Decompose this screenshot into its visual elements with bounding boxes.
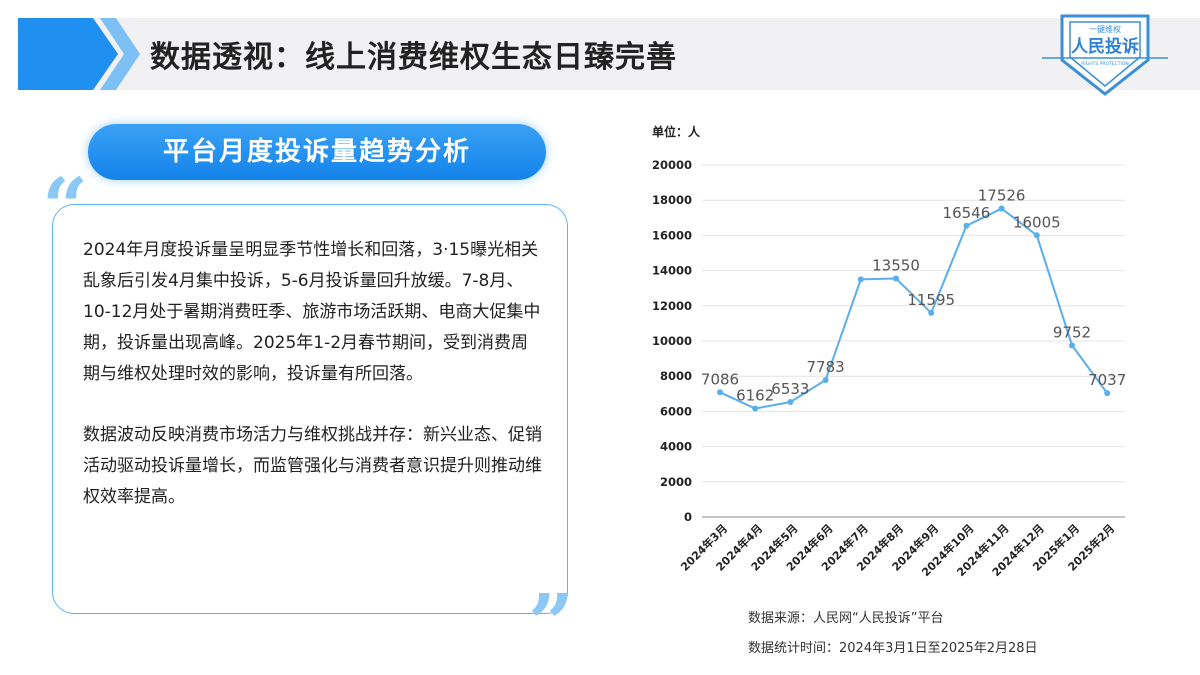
data-period: 数据统计时间：2024年3月1日至2025年2月28日 (748, 641, 1038, 656)
page-title: 数据透视：线上消费维权生态日臻完善 (150, 40, 677, 75)
y-tick-label: 18000 (652, 193, 692, 207)
unit-label: 单位：人 (652, 124, 701, 139)
data-point (717, 389, 723, 396)
summary-box: 2024年月度投诉量呈明显季节性增长和回落，3·15曝光相关乱象后引发4月集中投… (52, 204, 568, 614)
y-tick-label: 0 (684, 510, 692, 524)
data-point (752, 405, 759, 412)
data-point (1033, 232, 1040, 239)
series-line (719, 207, 1109, 410)
data-point (928, 309, 935, 316)
y-tick-label: 2000 (660, 475, 692, 489)
data-label: 6162 (736, 387, 774, 405)
data-label: 7037 (1088, 371, 1126, 389)
data-point (857, 276, 864, 283)
data-point (963, 222, 970, 229)
y-tick-label: 8000 (660, 369, 692, 383)
logo-text: RIGHTS PROTECTION (1081, 61, 1128, 67)
section-title: 平台月度投诉量趋势分析 (88, 124, 546, 180)
data-point (998, 205, 1005, 212)
logo-shield: 一键维权 人民投诉 RIGHTS PROTECTION (1042, 14, 1168, 96)
data-label: 7086 (701, 370, 739, 388)
data-label: 11595 (907, 291, 955, 309)
data-label: 7783 (807, 358, 845, 376)
close-quote-icon: ” (528, 576, 575, 670)
y-tick-label: 20000 (652, 158, 692, 172)
data-point (1069, 342, 1075, 349)
y-tick-label: 6000 (660, 404, 692, 418)
y-tick-label: 4000 (660, 440, 692, 454)
y-tick-label: 10000 (652, 334, 692, 348)
logo-text: 一键维权 (1089, 24, 1121, 34)
data-point (787, 399, 794, 406)
summary-paragraph: 2024年月度投诉量呈明显季节性增长和回落，3·15曝光相关乱象后引发4月集中投… (83, 240, 541, 384)
y-tick-label: 12000 (652, 299, 692, 313)
data-point (1104, 390, 1111, 397)
header-bar (18, 18, 1200, 90)
data-point (893, 275, 899, 282)
data-point (822, 377, 829, 384)
y-tick-label: 16000 (652, 228, 692, 242)
data-label: 17526 (978, 187, 1026, 205)
data-label: 6533 (771, 380, 809, 398)
data-label: 16546 (943, 204, 991, 222)
data-source: 数据来源：人民网“人民投诉”平台 (748, 611, 944, 626)
data-label: 13550 (872, 257, 920, 275)
line-chart: 单位：人 0 2000 4000 6000 8000 10000 12000 14000 1600… (652, 124, 1126, 579)
summary-paragraph: 数据波动反映消费市场活力与维权挑战并存：新兴业态、促销活动驱动投诉量增长，而监管… (83, 425, 542, 507)
data-label: 9752 (1053, 323, 1091, 341)
logo-text: 人民投诉 (1071, 36, 1139, 57)
y-tick-label: 14000 (652, 264, 692, 278)
data-label: 16005 (1013, 213, 1061, 231)
